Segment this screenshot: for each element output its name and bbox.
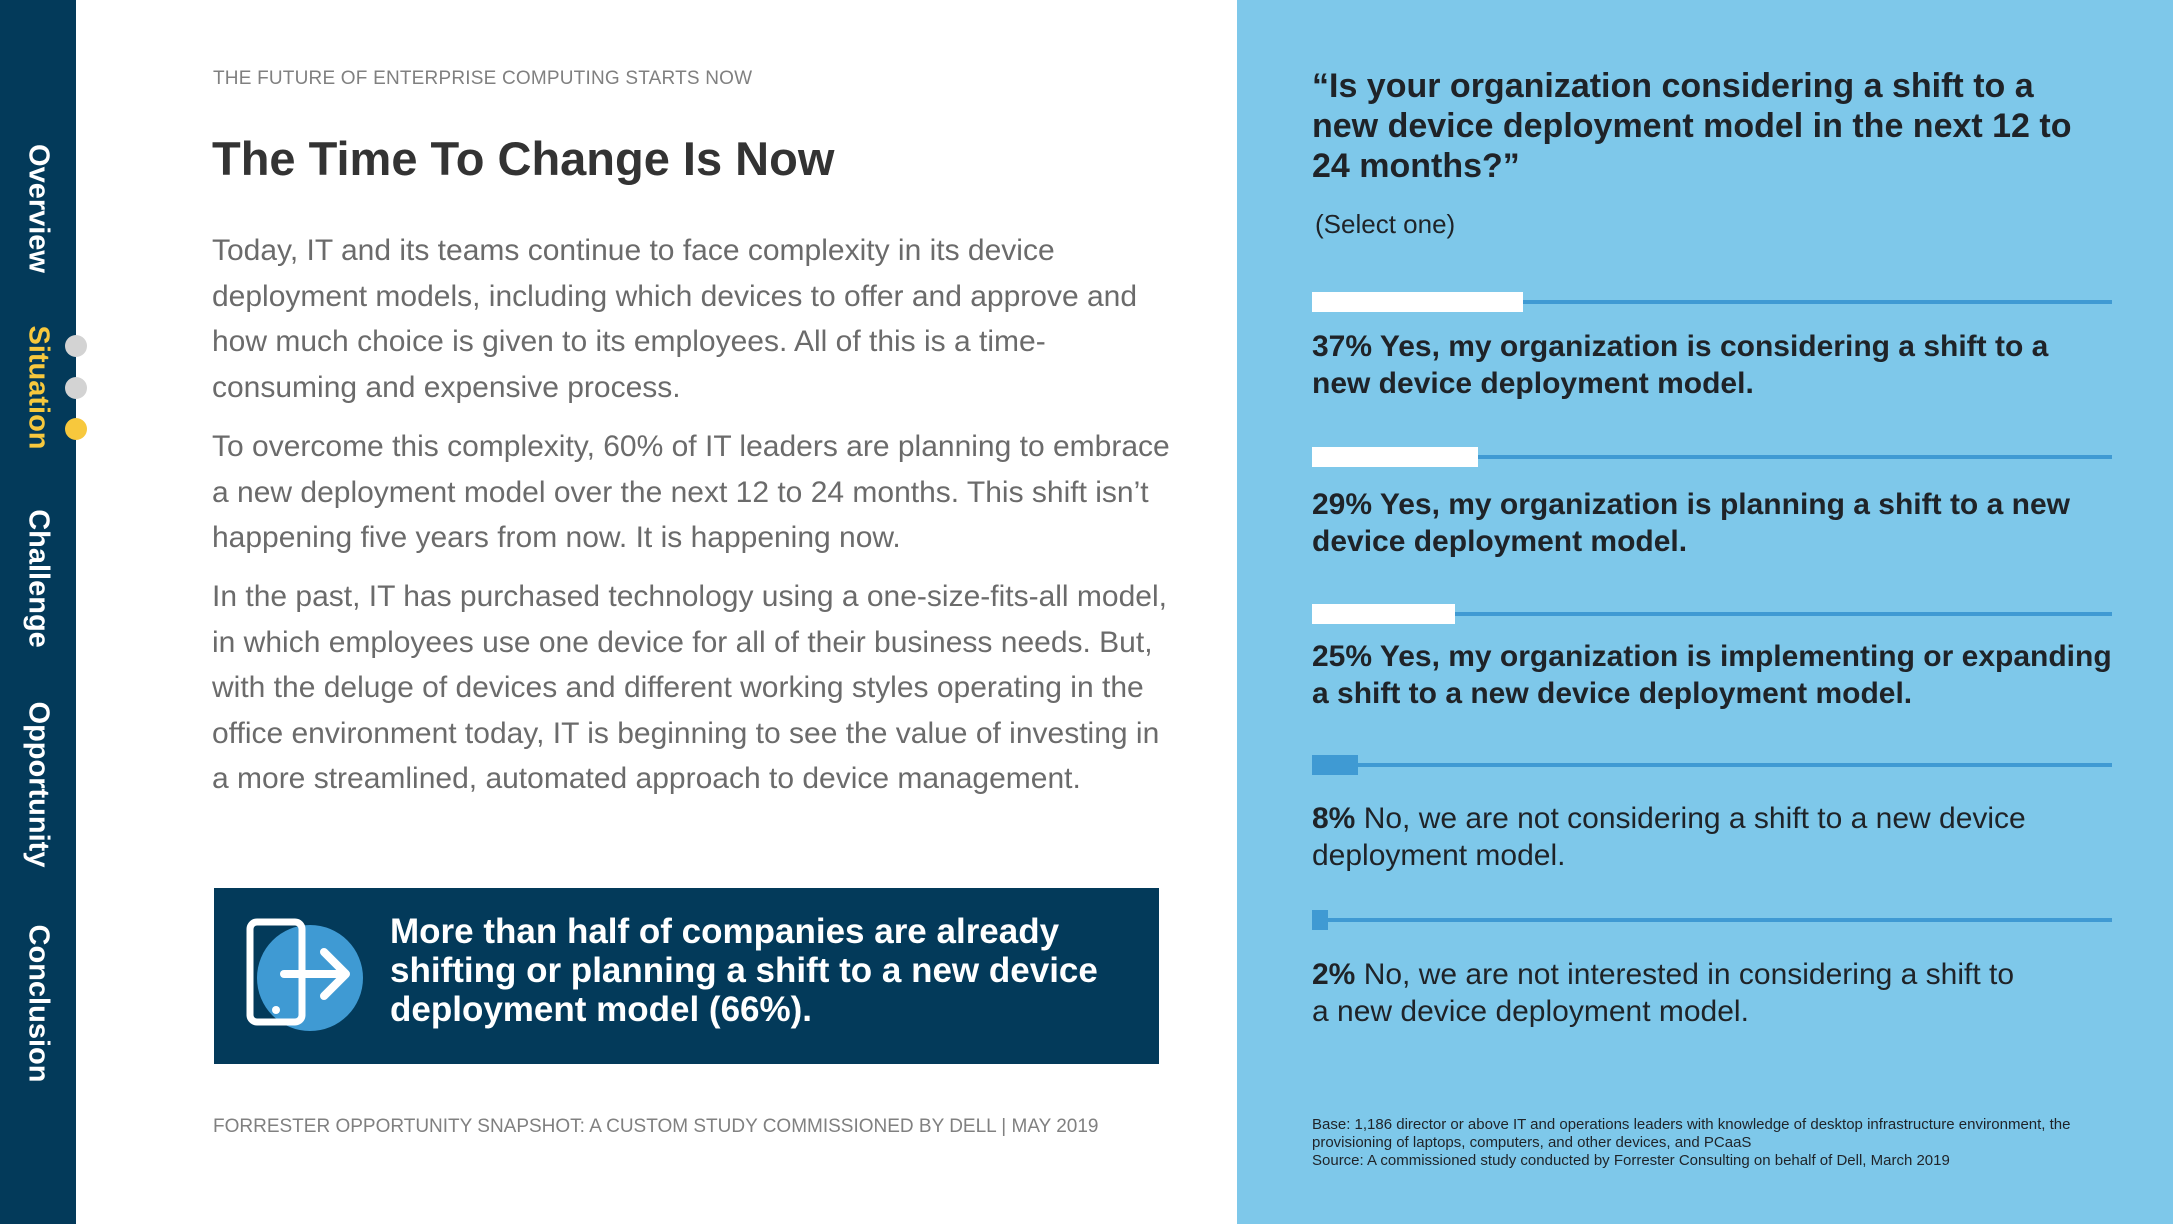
answer-5: 2% No, we are not interested in consider… xyxy=(1312,956,2032,1030)
bar-track-4 xyxy=(1312,763,2112,767)
footer-citation: FORRESTER OPPORTUNITY SNAPSHOT: A CUSTOM… xyxy=(213,1116,1099,1137)
bar-fill-37 xyxy=(1312,292,1523,312)
answer-3: 25% Yes, my organization is implementing… xyxy=(1312,638,2112,712)
bar-track-5 xyxy=(1312,918,2112,922)
sidebar-nav: Overview Situation Challenge Opportunity… xyxy=(0,0,76,1224)
answer-5-pct: 2% xyxy=(1312,958,1356,991)
page-dot-1[interactable] xyxy=(65,335,87,357)
page-dot-3-active[interactable] xyxy=(65,418,87,440)
page-title: The Time To Change Is Now xyxy=(212,132,835,185)
source-note: Base: 1,186 director or above IT and ope… xyxy=(1312,1116,2092,1170)
answer-1: 37% Yes, my organization is considering … xyxy=(1312,328,2112,402)
answer-3-pct: 25% xyxy=(1312,640,1373,673)
nav-item-challenge[interactable]: Challenge xyxy=(22,509,55,648)
body-paragraph-3: In the past, IT has purchased technology… xyxy=(212,580,1167,796)
source-base: Base: 1,186 director or above IT and ope… xyxy=(1312,1116,2071,1151)
nav-item-conclusion[interactable]: Conclusion xyxy=(22,924,55,1083)
answer-2-text: Yes, my organization is planning a shift… xyxy=(1312,488,2070,558)
answer-2-pct: 29% xyxy=(1312,488,1373,521)
page-dot-2[interactable] xyxy=(65,377,87,399)
answer-4-text: No, we are not considering a shift to a … xyxy=(1312,802,2026,872)
nav-item-overview[interactable]: Overview xyxy=(22,144,55,273)
survey-instruction: (Select one) xyxy=(1315,209,1456,239)
survey-question: “Is your organization considering a shif… xyxy=(1312,67,2072,185)
body-paragraph-2: To overcome this complexity, 60% of IT l… xyxy=(212,430,1170,555)
body-paragraph-1: Today, IT and its teams continue to face… xyxy=(212,234,1138,404)
bar-track-1 xyxy=(1312,300,2112,304)
answer-1-pct: 37% xyxy=(1312,330,1373,363)
source-attribution: Source: A commissioned study conducted b… xyxy=(1312,1152,1950,1169)
answer-4: 8% No, we are not considering a shift to… xyxy=(1312,800,2112,874)
nav-item-situation[interactable]: Situation xyxy=(22,325,55,450)
nav-item-opportunity[interactable]: Opportunity xyxy=(22,701,55,868)
section-kicker: THE FUTURE OF ENTERPRISE COMPUTING START… xyxy=(213,68,753,89)
bar-fill-29 xyxy=(1312,447,1478,467)
bar-fill-25 xyxy=(1312,604,1455,624)
bar-track-3 xyxy=(1312,612,2112,616)
callout-text: More than half of companies are already … xyxy=(390,912,1098,1029)
stat-callout: More than half of companies are already … xyxy=(214,888,1159,1064)
bar-fill-2 xyxy=(1312,910,1328,930)
answer-2: 29% Yes, my organization is planning a s… xyxy=(1312,486,2112,560)
bar-track-2 xyxy=(1312,455,2112,459)
answer-1-text: Yes, my organization is considering a sh… xyxy=(1312,330,2049,400)
bar-fill-8 xyxy=(1312,755,1358,775)
phone-arrow-icon xyxy=(246,918,363,1031)
answer-3-text: Yes, my organization is implementing or … xyxy=(1312,640,2112,710)
answer-4-pct: 8% xyxy=(1312,802,1356,835)
answer-5-text: No, we are not interested in considering… xyxy=(1312,958,2015,1028)
